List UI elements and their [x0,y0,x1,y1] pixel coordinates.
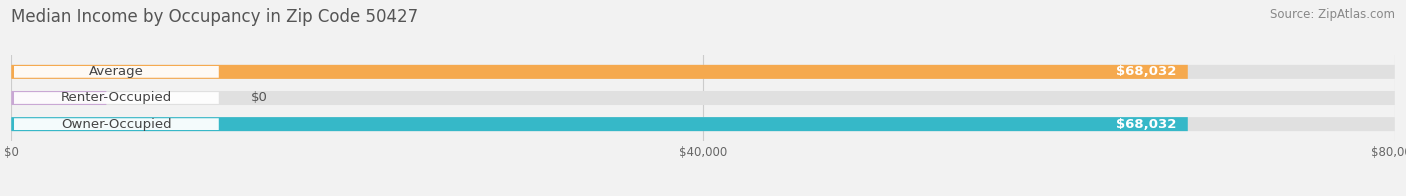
Text: Median Income by Occupancy in Zip Code 50427: Median Income by Occupancy in Zip Code 5… [11,8,419,26]
FancyBboxPatch shape [11,65,1188,79]
Text: Owner-Occupied: Owner-Occupied [60,118,172,131]
FancyBboxPatch shape [11,65,1395,79]
Text: Renter-Occupied: Renter-Occupied [60,92,172,104]
FancyBboxPatch shape [14,66,219,78]
FancyBboxPatch shape [14,92,219,104]
FancyBboxPatch shape [11,91,107,105]
FancyBboxPatch shape [11,117,1188,131]
Text: Average: Average [89,65,143,78]
FancyBboxPatch shape [14,118,219,130]
FancyBboxPatch shape [11,117,1395,131]
Text: $68,032: $68,032 [1116,65,1177,78]
Text: Source: ZipAtlas.com: Source: ZipAtlas.com [1270,8,1395,21]
Text: $0: $0 [250,92,267,104]
Text: $68,032: $68,032 [1116,118,1177,131]
FancyBboxPatch shape [11,91,1395,105]
